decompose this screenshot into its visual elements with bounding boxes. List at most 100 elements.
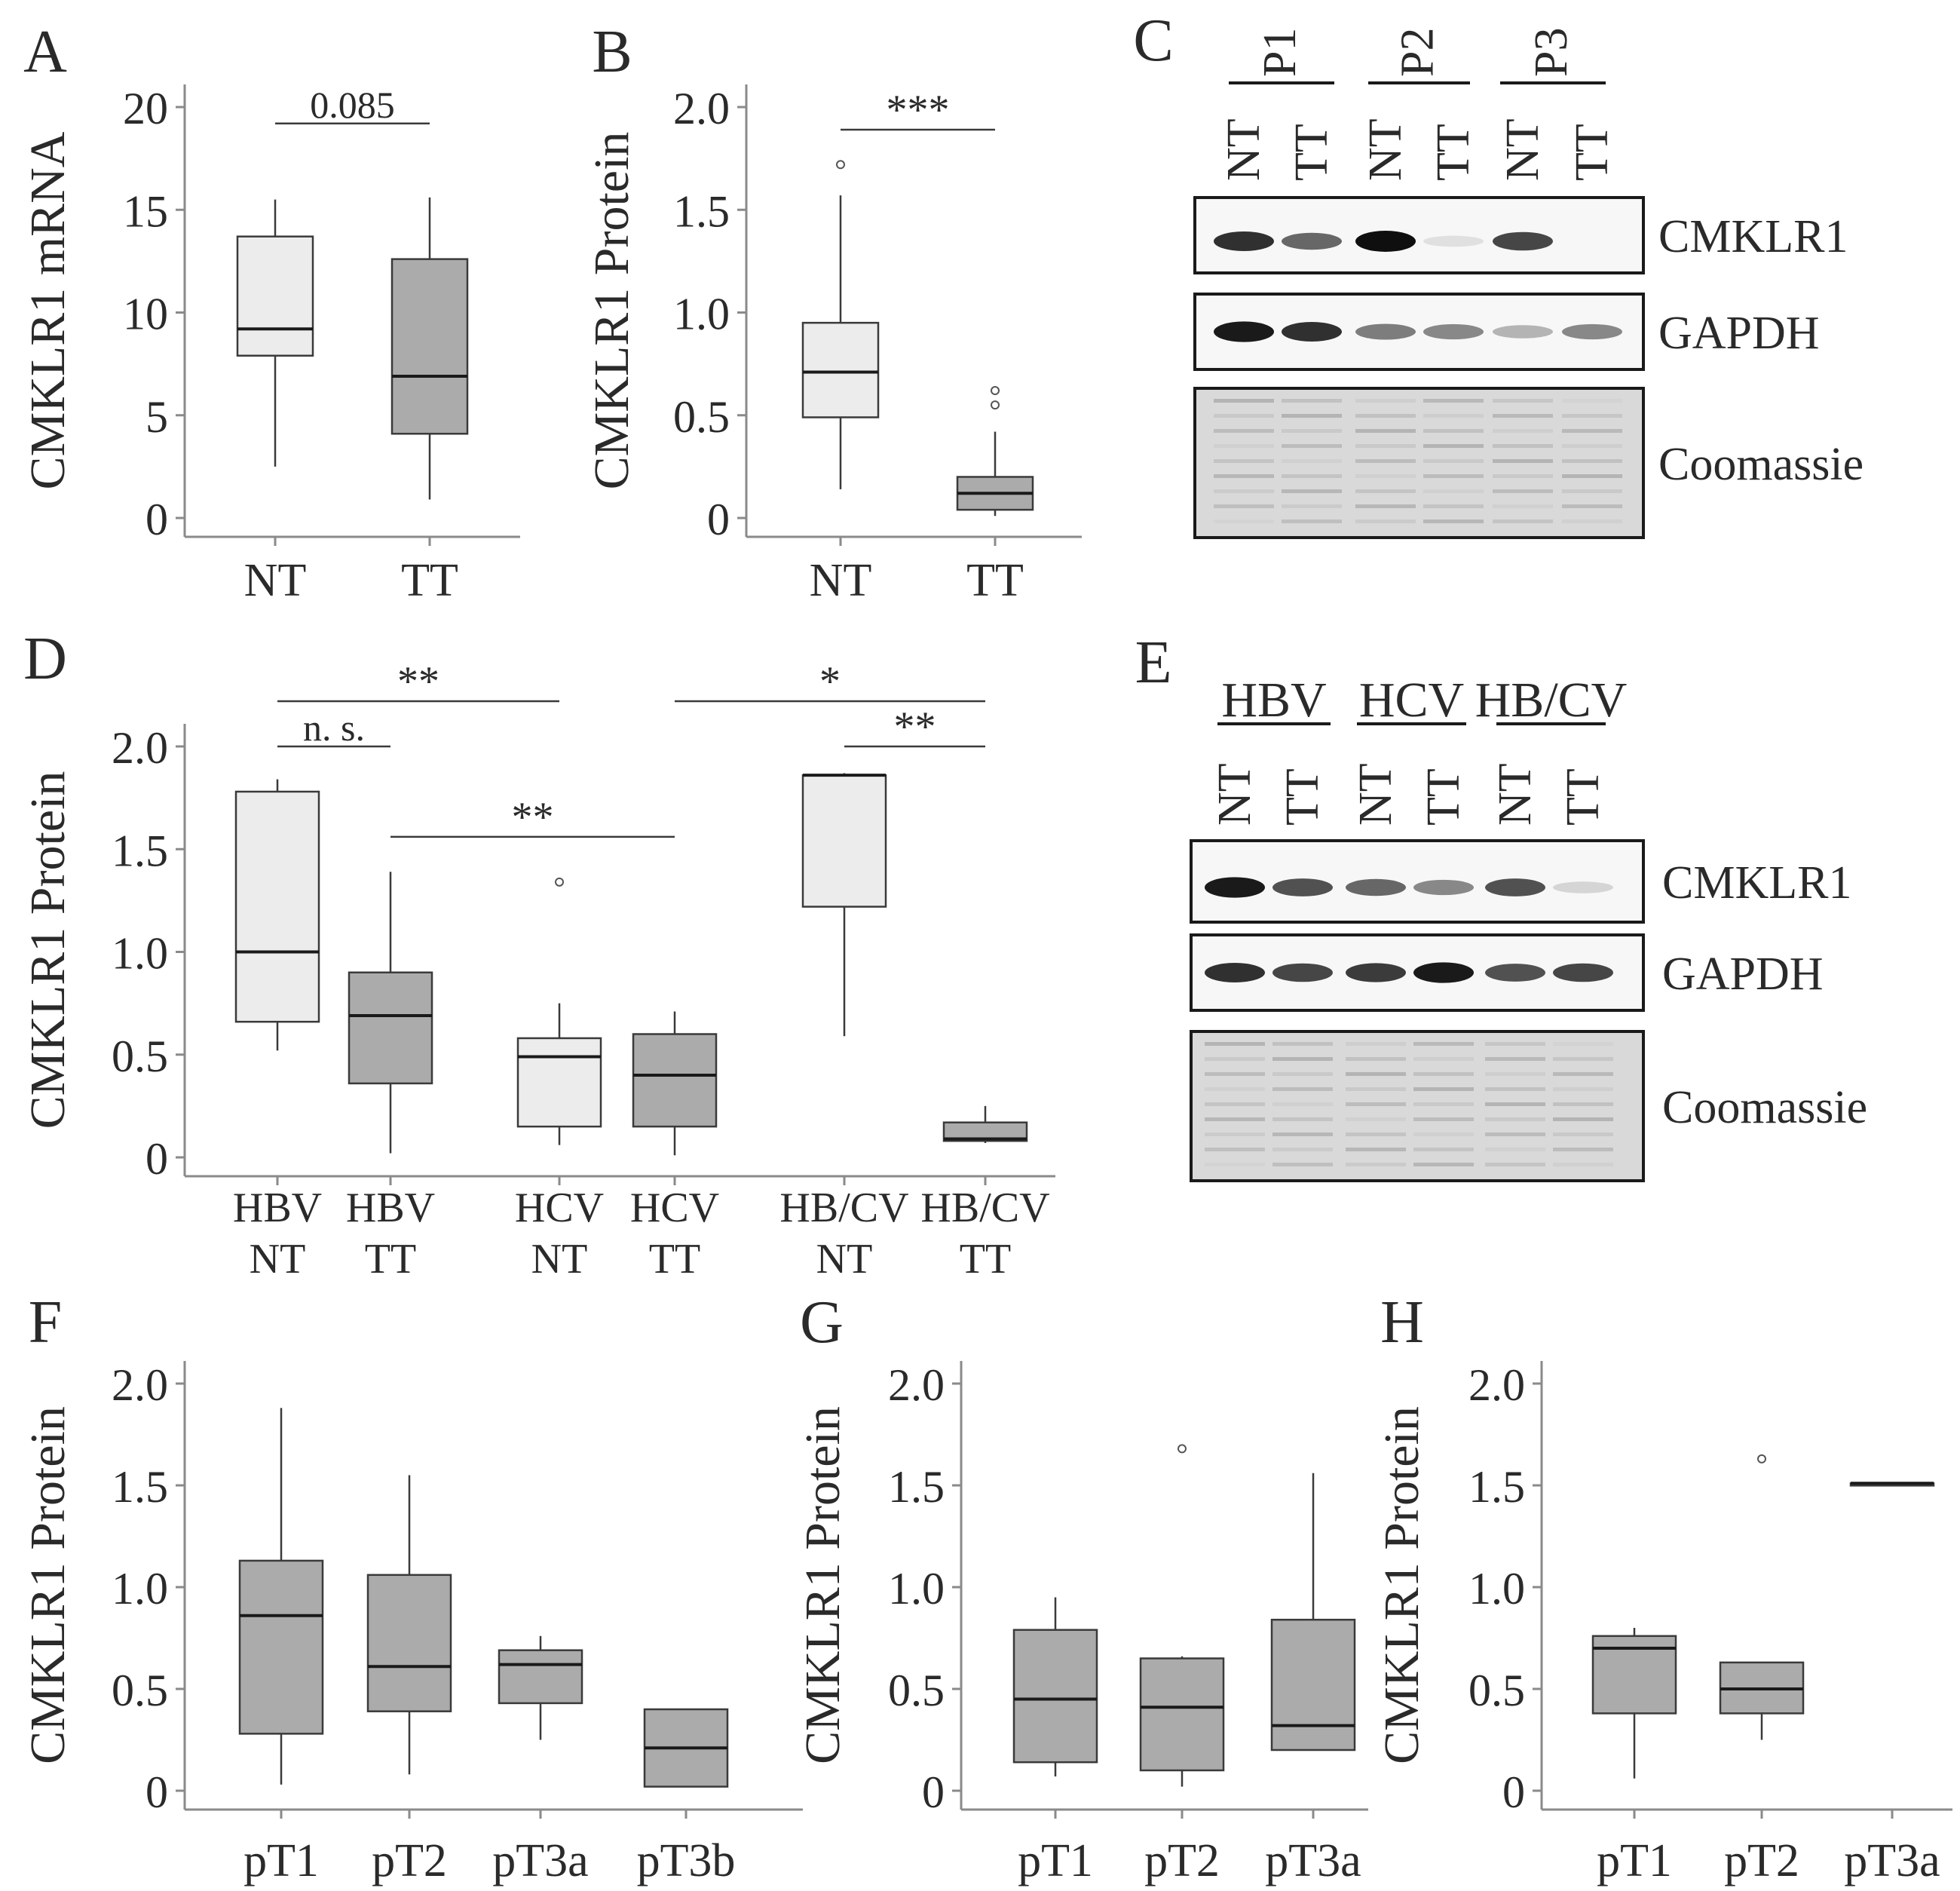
group-label: P1: [1254, 28, 1306, 77]
outlier-point: [991, 400, 1000, 410]
stain-band: [1485, 1117, 1545, 1121]
blot-membrane-cmklr1: [1190, 839, 1645, 924]
y-axis-label: CMKLR1 Protein: [1374, 1406, 1429, 1764]
stain-band: [1493, 519, 1553, 523]
panel-letter-A: A: [23, 19, 67, 85]
chart-B: B 0 0.5 1.0 1.5 2.0 CMKLR1 Protein NT TT ***: [584, 19, 1082, 606]
stain-band: [1214, 459, 1274, 463]
lane-label: TT: [1428, 124, 1479, 181]
row-label: CMKLR1: [1662, 857, 1851, 909]
stain-band: [1205, 1087, 1265, 1091]
stain-band: [1553, 1148, 1613, 1151]
band: [1282, 322, 1342, 342]
stain-band: [1413, 1102, 1474, 1106]
stain-band: [1346, 1057, 1406, 1061]
stain-band: [1282, 504, 1342, 508]
stain-band: [1562, 519, 1622, 523]
stain-band: [1355, 399, 1416, 403]
stain-band: [1562, 489, 1622, 493]
y-tick-label: 5: [145, 392, 168, 442]
group-label: P2: [1392, 28, 1444, 77]
chart-F: F 0 0.5 1.0 1.5 2.0 CMKLR1 Protein pT1 pT2 pT3a pT…: [20, 1289, 803, 1886]
box-3: [643, 1708, 729, 1819]
y-axis-label: CMKLR1 Protein: [20, 1406, 75, 1764]
y-tick-label: 0: [922, 1767, 945, 1817]
stain-band: [1214, 519, 1274, 523]
band: [1346, 963, 1406, 982]
box-1: [956, 386, 1034, 546]
stain-band: [1485, 1132, 1545, 1136]
x-category-label: HCV: [515, 1185, 604, 1231]
box-2: [1270, 1473, 1356, 1819]
outlier-point: [555, 877, 564, 887]
stain-band: [1355, 489, 1416, 493]
significance-label: *: [819, 658, 841, 705]
stain-band: [1282, 459, 1342, 463]
x-category-label: pT1: [1018, 1835, 1093, 1886]
band: [1423, 235, 1484, 247]
stain-band: [1272, 1148, 1333, 1151]
y-tick-label: 1.0: [112, 1564, 168, 1614]
lane-label: NT: [1497, 118, 1548, 181]
band: [1493, 231, 1553, 251]
y-tick-label: 0.5: [112, 1666, 168, 1715]
group-label: HB/CV: [1475, 673, 1628, 728]
box-2: [498, 1635, 583, 1819]
significance-label: n. s.: [303, 706, 365, 749]
band: [1485, 964, 1545, 982]
stain-band: [1423, 519, 1484, 523]
stain-band: [1413, 1132, 1474, 1136]
stain-band: [1346, 1102, 1406, 1106]
stain-band: [1485, 1148, 1545, 1151]
stain-band: [1346, 1117, 1406, 1121]
x-category-label: TT: [401, 555, 458, 606]
box-body: [516, 1037, 602, 1128]
significance-label: **: [512, 794, 554, 841]
stain-band: [1214, 414, 1274, 418]
chart-G: G 0 0.5 1.0 1.5 2.0 CMKLR1 Protein pT1 pT2 pT3a: [795, 1289, 1368, 1886]
x-category-label: HB/CV: [779, 1185, 908, 1231]
row-label: GAPDH: [1662, 949, 1824, 1000]
y-axis-label: CMKLR1 Protein: [795, 1406, 850, 1764]
x-category-label: NT: [244, 555, 307, 606]
stain-band: [1485, 1072, 1545, 1076]
band: [1272, 878, 1333, 896]
stain-band: [1413, 1148, 1474, 1151]
lane-label: NT: [1350, 763, 1401, 826]
y-tick-label: 0: [145, 1767, 168, 1817]
box-1: [1139, 1444, 1225, 1819]
y-tick-label: 2.0: [112, 1360, 168, 1410]
x-category-label: HB/CV: [920, 1185, 1049, 1231]
outlier-point: [1757, 1454, 1766, 1463]
band: [1485, 878, 1545, 896]
stain-band: [1214, 474, 1274, 478]
box-0: [1012, 1597, 1098, 1819]
stain-band: [1355, 519, 1416, 523]
stain-band: [1562, 429, 1622, 433]
group-label: P3: [1526, 28, 1577, 77]
stain-band: [1272, 1042, 1333, 1046]
x-category-label: pT3a: [492, 1835, 588, 1886]
x-category-label: NT: [250, 1236, 306, 1283]
box-body: [1270, 1618, 1356, 1752]
y-tick-label: 0: [707, 495, 730, 544]
stain-band: [1282, 429, 1342, 433]
y-tick-label: 1.5: [888, 1462, 945, 1512]
stain-band: [1282, 489, 1342, 493]
stain-band: [1423, 474, 1484, 478]
stain-band: [1282, 474, 1342, 478]
stain-band: [1205, 1148, 1265, 1151]
stain-band: [1282, 399, 1342, 403]
stain-band: [1346, 1148, 1406, 1151]
stain-band: [1413, 1057, 1474, 1061]
significance-label: 0.085: [310, 84, 395, 126]
y-tick-label: 2.0: [888, 1360, 945, 1410]
lane-label: TT: [1286, 124, 1337, 181]
stain-band: [1413, 1042, 1474, 1046]
x-category-label: pT3a: [1265, 1835, 1361, 1886]
stain-band: [1272, 1163, 1333, 1166]
stain-band: [1423, 399, 1484, 403]
box-0: [1591, 1628, 1677, 1819]
stain-band: [1553, 1102, 1613, 1106]
panel-letter-G: G: [800, 1289, 844, 1356]
